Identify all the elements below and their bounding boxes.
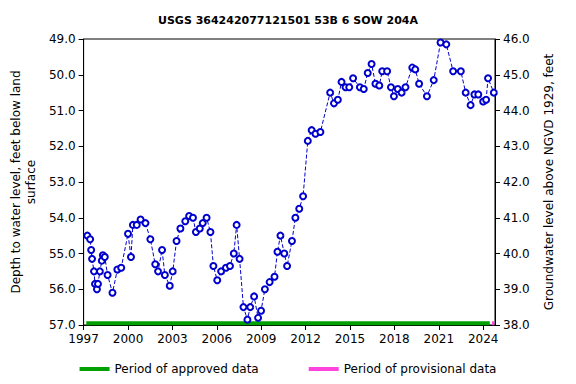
svg-text:55.0: 55.0 [49, 247, 76, 261]
svg-text:51.0: 51.0 [49, 104, 76, 118]
svg-text:43.0: 43.0 [503, 139, 530, 153]
svg-text:USGS 364242077121501 53B 6 SOW: USGS 364242077121501 53B 6 SOW 204A [158, 14, 418, 27]
svg-text:1997: 1997 [68, 332, 99, 346]
svg-text:39.0: 39.0 [503, 282, 530, 296]
svg-text:2024: 2024 [468, 332, 499, 346]
svg-text:44.0: 44.0 [503, 104, 530, 118]
svg-text:2003: 2003 [157, 332, 188, 346]
svg-text:38.0: 38.0 [503, 318, 530, 332]
svg-text:56.0: 56.0 [49, 282, 76, 296]
svg-text:42.0: 42.0 [503, 175, 530, 189]
svg-text:surface: surface [24, 160, 38, 204]
svg-text:53.0: 53.0 [49, 175, 76, 189]
svg-text:45.0: 45.0 [503, 68, 530, 82]
svg-text:49.0: 49.0 [49, 32, 76, 46]
svg-text:Period of approved data: Period of approved data [115, 362, 259, 376]
svg-text:2006: 2006 [202, 332, 233, 346]
svg-text:41.0: 41.0 [503, 211, 530, 225]
svg-text:Groundwater level above NGVD 1: Groundwater level above NGVD 1929, feet [542, 53, 556, 310]
svg-text:2015: 2015 [335, 332, 366, 346]
svg-text:2021: 2021 [423, 332, 454, 346]
svg-text:2018: 2018 [379, 332, 410, 346]
svg-text:52.0: 52.0 [49, 139, 76, 153]
svg-text:2009: 2009 [246, 332, 277, 346]
svg-text:Period of provisional data: Period of provisional data [344, 362, 497, 376]
svg-text:2012: 2012 [290, 332, 321, 346]
svg-text:46.0: 46.0 [503, 32, 530, 46]
svg-text:Depth to water level, feet bel: Depth to water level, feet below land [9, 70, 23, 293]
svg-text:54.0: 54.0 [49, 211, 76, 225]
svg-text:50.0: 50.0 [49, 68, 76, 82]
svg-text:57.0: 57.0 [49, 318, 76, 332]
svg-text:2000: 2000 [113, 332, 144, 346]
svg-text:40.0: 40.0 [503, 247, 530, 261]
